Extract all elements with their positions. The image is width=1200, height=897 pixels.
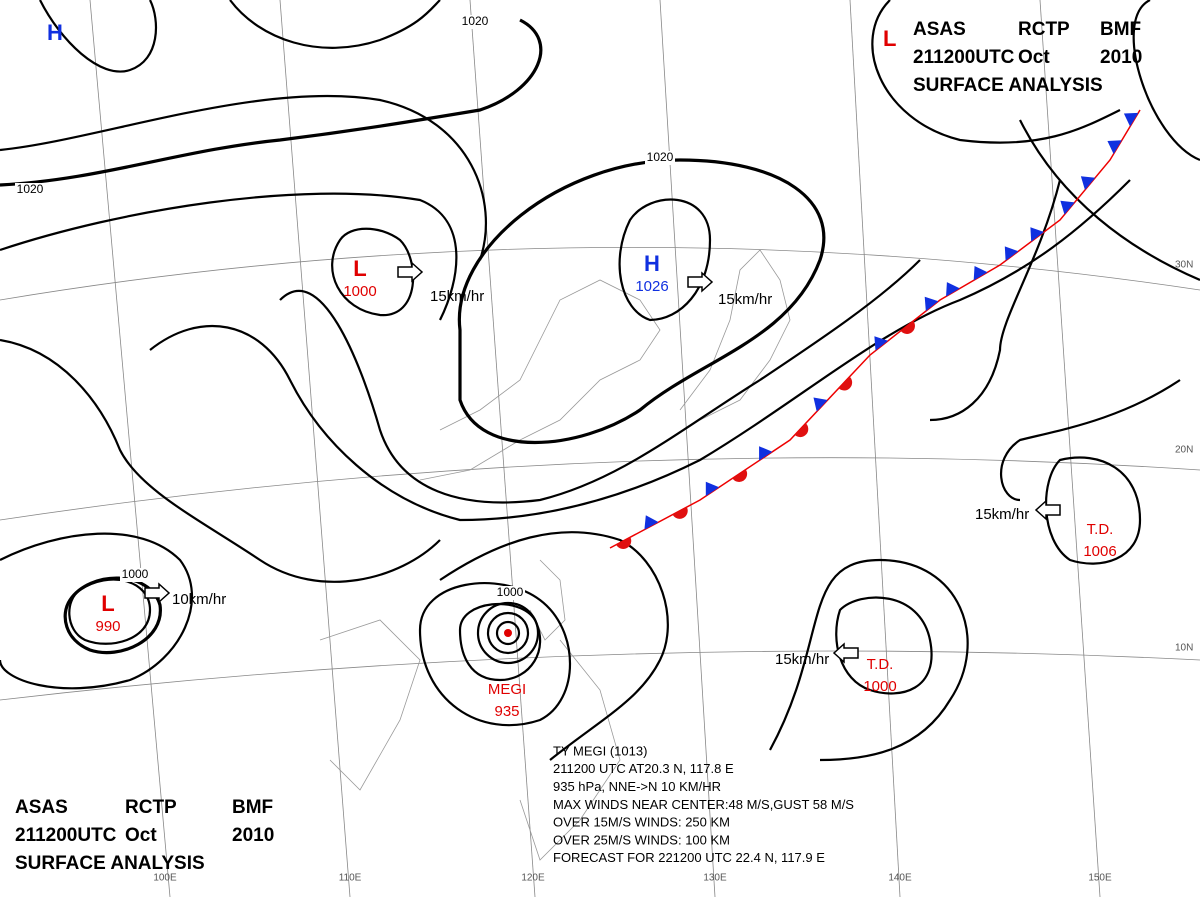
isobar-label: 1020	[17, 182, 44, 196]
header-word: Oct	[1018, 47, 1050, 68]
cold-front-triangle	[1060, 200, 1075, 215]
header-word: 2010	[232, 825, 274, 846]
warm-front-semicircle	[616, 537, 632, 549]
typhoon-info-line: 935 hPa, NNE->N 10 KM/HR	[553, 779, 721, 794]
system-symbol: H	[644, 251, 660, 276]
cold-front-triangle	[1030, 227, 1044, 242]
typhoon-info-line: OVER 25M/S WINDS: 100 KM	[553, 832, 730, 847]
warm-front-semicircle	[838, 376, 853, 391]
isobar-label-bg	[15, 183, 45, 197]
typhoon-info-line: FORECAST FOR 221200 UTC 22.4 N, 117.9 E	[553, 850, 825, 865]
header-symbol: L	[883, 26, 896, 51]
longitude-label: 100E	[153, 873, 177, 884]
system-symbol: L	[353, 256, 366, 281]
movement-speed: 15km/hr	[718, 291, 772, 308]
isobar-label: 1000	[497, 585, 524, 599]
front-symbols	[616, 112, 1139, 549]
typhoon-info-line: TY MEGI (1013)	[553, 743, 647, 758]
cold-front-triangle	[644, 515, 659, 530]
depression-label: T.D.	[867, 656, 894, 673]
coastlines	[319, 249, 791, 861]
header-word: 2010	[1100, 47, 1142, 68]
typhoon-center	[504, 629, 512, 637]
header-word: ASAS	[15, 797, 68, 818]
isobars	[0, 0, 1200, 762]
movement-speed: 15km/hr	[430, 288, 484, 305]
central-pressure: 1026	[635, 278, 668, 295]
header-word: 211200UTC	[913, 47, 1015, 68]
movement-speed: 15km/hr	[975, 506, 1029, 523]
typhoon-name: MEGI	[488, 681, 526, 698]
cold-front-triangle	[946, 282, 960, 297]
longitude-label: 140E	[888, 873, 912, 884]
central-pressure: 935	[494, 703, 519, 720]
isobar-label-bg	[645, 151, 675, 165]
central-pressure: 1000	[863, 678, 896, 695]
isobar-label: 1020	[462, 14, 489, 28]
cold-front-triangle	[1080, 176, 1096, 191]
header-word: RCTP	[1018, 19, 1070, 40]
depression-label: T.D.	[1087, 521, 1114, 538]
header-word: BMF	[1100, 19, 1141, 40]
central-pressure: 1006	[1083, 543, 1116, 560]
movement-speed: 10km/hr	[172, 591, 226, 608]
latitude-label: 30N	[1175, 260, 1193, 271]
longitude-label: 110E	[339, 873, 362, 884]
warm-front-semicircle	[900, 321, 915, 334]
movement-speed: 15km/hr	[775, 651, 829, 668]
header-word: 211200UTC	[15, 825, 117, 846]
movement-arrow	[1034, 499, 1061, 521]
isobar-label-bg	[120, 568, 150, 582]
header-word: RCTP	[125, 797, 177, 818]
warm-front-semicircle	[672, 507, 688, 519]
cold-front-triangle	[924, 296, 939, 312]
movement-arrow	[144, 582, 171, 604]
movement-arrow	[832, 642, 859, 664]
typhoon-info-line: MAX WINDS NEAR CENTER:48 M/S,GUST 58 M/S	[553, 797, 854, 812]
cold-front-triangle	[973, 265, 988, 281]
movement-arrow	[687, 271, 714, 293]
cold-front-triangle	[1004, 246, 1019, 261]
header-subtitle: SURFACE ANALYSIS	[15, 853, 205, 874]
latitude-label: 20N	[1175, 445, 1193, 456]
stationary-front	[609, 109, 1141, 549]
header-word: BMF	[232, 797, 273, 818]
header-word: Oct	[125, 825, 157, 846]
longitude-label: 130E	[703, 873, 727, 884]
cold-front-triangle	[1107, 140, 1122, 154]
warm-front-semicircle	[732, 469, 748, 482]
header-word: ASAS	[913, 19, 966, 40]
cold-front-triangle	[705, 481, 720, 497]
movement-arrow	[397, 261, 424, 283]
typhoon-info-line: OVER 15M/S WINDS: 250 KM	[553, 815, 730, 830]
cold-front-triangle	[759, 446, 773, 461]
longitude-label: 150E	[1088, 873, 1112, 884]
typhoon-info-line: 211200 UTC AT20.3 N, 117.8 E	[553, 761, 734, 776]
longitude-label: 120E	[521, 873, 545, 884]
warm-front-semicircle	[794, 423, 809, 438]
system-symbol: H	[47, 20, 63, 45]
cold-front-triangle	[874, 336, 889, 351]
isobar-label: 1020	[647, 150, 674, 164]
cold-front-triangle	[1123, 112, 1139, 127]
central-pressure: 990	[95, 618, 120, 635]
cold-front-triangle	[813, 397, 828, 412]
isobar-label-bg	[460, 15, 490, 29]
isobar-label: 1000	[122, 567, 149, 581]
isobar-label-bg	[495, 586, 525, 600]
latitude-label: 10N	[1175, 643, 1193, 654]
system-symbol: L	[101, 591, 114, 616]
central-pressure: 1000	[343, 283, 376, 300]
header-subtitle: SURFACE ANALYSIS	[913, 75, 1103, 96]
